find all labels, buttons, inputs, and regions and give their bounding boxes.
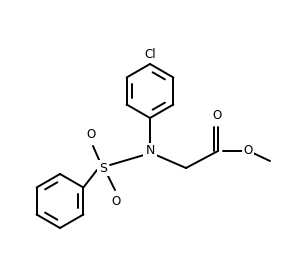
Text: Cl: Cl <box>144 48 156 61</box>
Text: N: N <box>145 144 155 158</box>
Text: S: S <box>99 162 107 174</box>
Text: O: O <box>212 109 222 122</box>
Text: O: O <box>86 128 96 141</box>
Text: O: O <box>111 195 121 208</box>
Text: O: O <box>243 144 253 158</box>
